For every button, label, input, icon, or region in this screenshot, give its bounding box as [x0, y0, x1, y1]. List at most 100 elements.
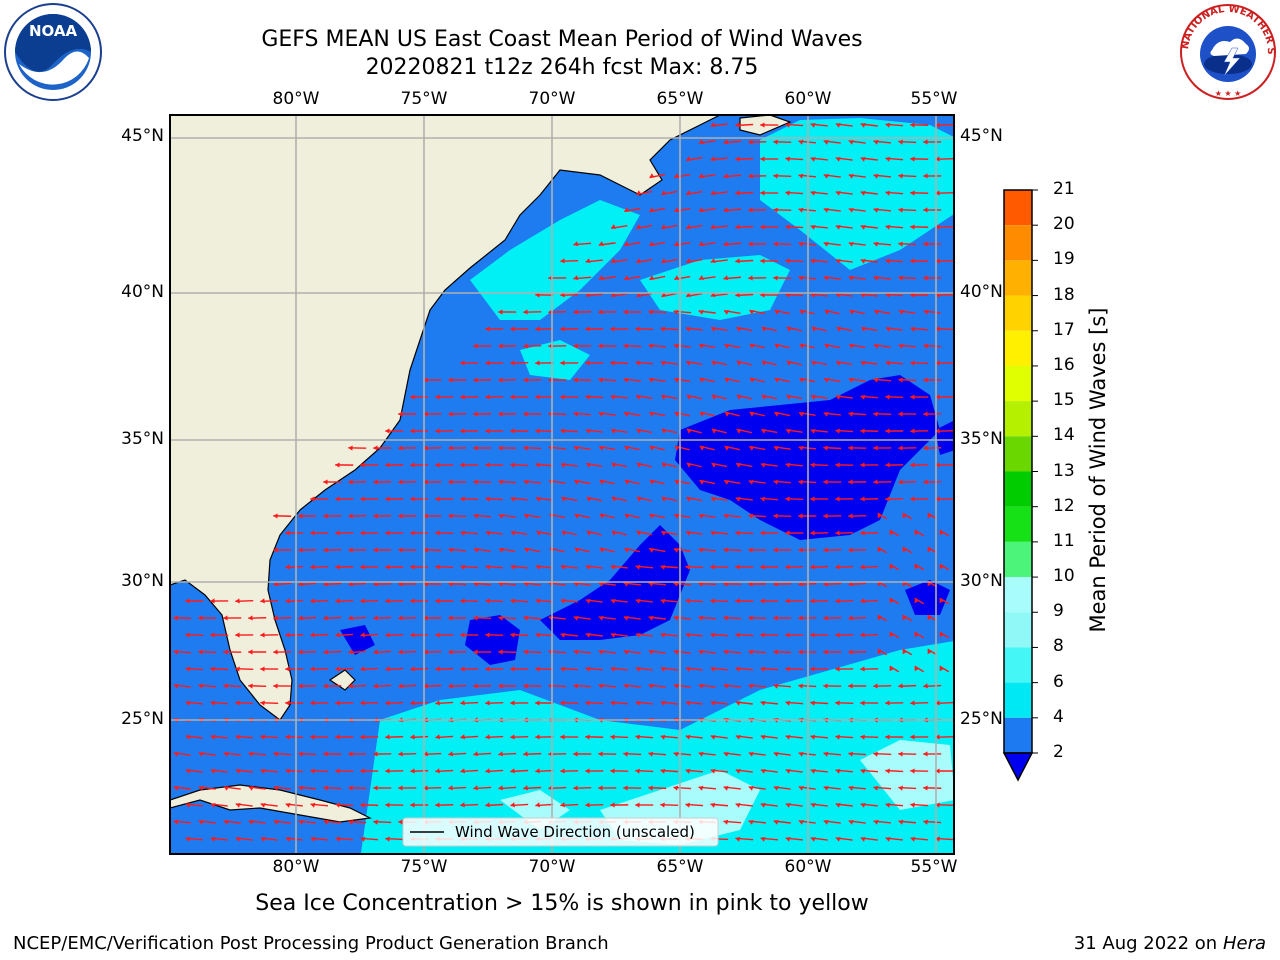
- wind-wave-arrow-head: [923, 377, 928, 383]
- wind-wave-arrow-head: [686, 497, 692, 502]
- wind-wave-arrow-head: [298, 615, 303, 621]
- wind-wave-arrow-head: [385, 428, 390, 434]
- wind-wave-arrow-head: [686, 190, 692, 195]
- wind-wave-arrow-head: [848, 207, 854, 213]
- wind-wave-arrow-head: [649, 446, 655, 451]
- wind-wave-arrow-head: [623, 343, 628, 349]
- wind-wave-arrow-head: [335, 802, 341, 808]
- wind-wave-arrow-head: [785, 768, 791, 774]
- wind-wave-arrow-head: [898, 819, 904, 825]
- wind-wave-arrow-head: [923, 819, 929, 825]
- wind-wave-arrow-head: [710, 122, 716, 128]
- wind-wave-arrow-head: [885, 768, 890, 774]
- wind-wave-arrow-head: [435, 530, 440, 536]
- wind-wave-arrow-head: [810, 190, 816, 196]
- wind-wave-arrow-head: [598, 649, 604, 655]
- wind-wave-arrow-head: [185, 666, 191, 672]
- wind-wave-arrow-head: [860, 361, 866, 366]
- wind-wave-arrow-head: [385, 496, 390, 502]
- wind-wave-arrow-head: [448, 751, 454, 757]
- wind-wave-arrow-head: [914, 666, 920, 672]
- wind-wave-arrow-head: [686, 361, 692, 366]
- wind-wave-arrow-head: [910, 462, 915, 468]
- wind-wave-arrow-head: [786, 327, 792, 332]
- wind-wave-arrow-head: [748, 173, 753, 179]
- wind-wave-arrow-head: [699, 344, 705, 349]
- wind-wave-arrow-head: [724, 412, 730, 417]
- wind-wave-arrow-head: [185, 768, 191, 774]
- wind-wave-arrow-head: [749, 412, 755, 417]
- colorbar-segment: [1004, 401, 1032, 437]
- wind-wave-arrow-head: [223, 683, 229, 689]
- wind-wave-arrow-head: [223, 819, 229, 825]
- wind-wave-arrow-head: [423, 785, 428, 791]
- wind-wave-arrow-head: [498, 683, 503, 689]
- wind-wave-arrow-head: [510, 428, 515, 434]
- wind-wave-arrow-head: [748, 479, 754, 485]
- wind-wave-arrow-head: [635, 700, 641, 706]
- wind-wave-arrow-head: [810, 292, 816, 298]
- wind-wave-arrow-head: [598, 751, 603, 757]
- wind-wave-arrow-head: [223, 785, 229, 791]
- wind-wave-arrow-head: [902, 615, 908, 621]
- wind-wave-arrow-head: [173, 615, 178, 621]
- wind-wave-arrow-head: [273, 649, 278, 655]
- wind-wave-arrow-head: [914, 632, 920, 638]
- wind-wave-arrow-head: [649, 207, 655, 212]
- wind-wave-arrow-head: [460, 462, 465, 468]
- wind-wave-arrow-head: [561, 497, 567, 502]
- wind-wave-arrow-head: [410, 496, 415, 502]
- wind-wave-arrow-head: [773, 446, 779, 451]
- wind-wave-arrow-head: [611, 292, 617, 297]
- wind-wave-arrow-head: [185, 632, 190, 638]
- wind-wave-arrow-head: [273, 615, 278, 621]
- wind-wave-arrow-head: [798, 615, 803, 621]
- wind-wave-arrow-head: [460, 632, 465, 638]
- wind-wave-arrow-head: [848, 513, 853, 519]
- wind-wave-arrow-head: [798, 513, 803, 519]
- wind-wave-arrow-head: [823, 785, 829, 791]
- wind-wave-arrow-head: [360, 802, 365, 808]
- wind-wave-arrow-head: [660, 768, 666, 774]
- wind-wave-arrow-head: [810, 564, 815, 570]
- wind-wave-arrow-head: [873, 411, 878, 417]
- wind-wave-arrow-head: [735, 258, 740, 264]
- direction-legend-label: Wind Wave Direction (unscaled): [455, 823, 695, 841]
- wind-wave-arrow-head: [798, 649, 803, 655]
- wind-wave-arrow-head: [473, 751, 479, 757]
- wind-wave-arrow-head: [698, 173, 704, 178]
- wind-wave-arrow-head: [686, 395, 692, 400]
- wind-wave-arrow-head: [686, 258, 692, 263]
- wind-wave-arrow-head: [535, 734, 540, 740]
- wind-wave-arrow-head: [210, 802, 216, 808]
- wind-wave-arrow-head: [574, 548, 580, 553]
- wind-wave-arrow-head: [273, 513, 278, 519]
- wind-wave-arrow-head: [835, 224, 841, 230]
- wind-wave-arrow-head: [810, 462, 815, 468]
- wind-wave-arrow-head: [635, 360, 641, 366]
- wind-wave-arrow-head: [899, 310, 904, 315]
- wind-wave-arrow-head: [935, 360, 940, 366]
- wind-wave-arrow-head: [835, 394, 841, 400]
- wind-wave-arrow-head: [673, 548, 679, 553]
- wind-wave-arrow-head: [573, 275, 579, 281]
- wind-wave-arrow-head: [348, 479, 353, 485]
- wind-wave-arrow-head: [460, 428, 465, 434]
- wind-wave-arrow-head: [348, 547, 353, 553]
- wind-wave-arrow-head: [761, 395, 767, 400]
- wind-wave-arrow-head: [298, 819, 304, 825]
- wind-wave-arrow-head: [373, 683, 379, 689]
- wind-wave-arrow-head: [523, 751, 528, 757]
- wind-wave-arrow-head: [860, 530, 865, 536]
- wind-wave-arrow-head: [711, 361, 717, 366]
- wind-wave-arrow-head: [235, 632, 240, 638]
- wind-wave-arrow-head: [598, 241, 604, 246]
- wind-wave-arrow-head: [885, 122, 891, 128]
- wind-wave-arrow-head: [574, 480, 580, 485]
- wind-wave-arrow-head: [636, 531, 642, 536]
- wind-wave-arrow-head: [699, 480, 705, 485]
- wind-wave-arrow-head: [610, 360, 615, 366]
- wind-wave-arrow-head: [410, 428, 415, 434]
- wind-wave-arrow-head: [798, 819, 804, 825]
- wind-wave-arrow-head: [698, 785, 704, 791]
